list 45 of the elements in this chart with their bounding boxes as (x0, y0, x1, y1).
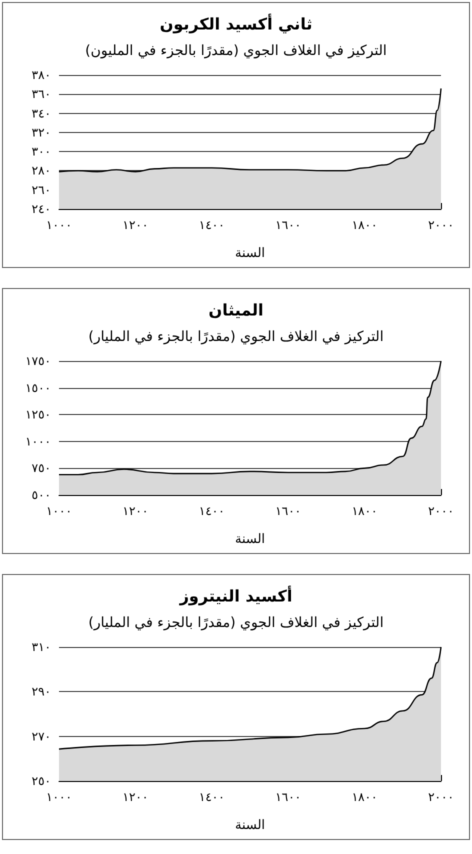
x-tick-label: ١٤٠٠ (198, 218, 225, 232)
x-tick-label: ١٠٠٠ (46, 790, 72, 804)
y-tick-label: ٣٦٠ (32, 87, 51, 102)
x-tick-label: ١٢٠٠ (122, 504, 148, 518)
x-tick-label: ٢٠٠٠ (428, 790, 454, 804)
x-tick-label: ١٤٠٠ (198, 504, 225, 518)
x-tick-label: ١٨٠٠ (352, 790, 378, 804)
y-tick-label: ٢٩٠ (32, 684, 51, 699)
y-tick-label: ٢٦٠ (32, 182, 51, 197)
y-tick-label: ٢٤٠ (32, 202, 51, 216)
x-tick-label: ١٢٠٠ (122, 218, 148, 232)
chart-subtitle: التركيز في الغلاف الجوي (مقدرًا بالجزء في المليار) (88, 329, 384, 345)
x-tick-label: ١٦٠٠ (275, 504, 302, 518)
x-tick-label: ١٨٠٠ (352, 218, 378, 232)
y-tick-label: ١٢٥٠ (25, 408, 51, 422)
y-tick-label: ١٠٠٠ (25, 434, 51, 448)
y-tick-label: ٣٢٠ (32, 125, 51, 140)
x-axis-title: السنة (234, 532, 266, 547)
y-tick-label: ٢٥٠ (32, 774, 51, 788)
x-tick-label: ١٤٠٠ (198, 790, 225, 804)
x-tick-label: ١٢٠٠ (122, 790, 148, 804)
x-tick-label: ٢٠٠٠ (428, 218, 454, 232)
y-tick-label: ٧٥٠ (32, 461, 51, 476)
chart-subtitle: التركيز في الغلاف الجوي (مقدرًا بالجزء في المليون) (85, 43, 387, 59)
x-tick-label: ١٠٠٠ (46, 504, 72, 518)
chart-subtitle: التركيز في الغلاف الجوي (مقدرًا بالجزء في المليار) (88, 615, 384, 631)
y-tick-label: ٣٠٠ (32, 144, 51, 159)
x-tick-label: ١٦٠٠ (275, 790, 302, 804)
chart-title: ثاني أكسيد الكربون (160, 14, 312, 34)
y-tick-label: ٢٧٠ (32, 729, 51, 744)
x-tick-label: ١٠٠٠ (46, 218, 72, 232)
x-tick-label: ٢٠٠٠ (428, 504, 454, 518)
y-tick-label: ١٥٠٠ (25, 380, 51, 395)
y-tick-label: ٣٨٠ (32, 68, 51, 82)
x-axis-title: السنة (234, 246, 266, 261)
y-tick-label: ٢٨٠ (32, 164, 51, 178)
chart-title: أكسيد النيتروز (178, 586, 292, 606)
y-tick-label: ٥٠٠ (32, 488, 51, 502)
x-axis-title: السنة (234, 818, 266, 833)
x-tick-label: ١٨٠٠ (352, 504, 378, 518)
y-tick-label: ٣١٠ (32, 640, 51, 654)
x-tick-label: ١٦٠٠ (275, 218, 302, 232)
y-tick-label: ١٧٥٠ (25, 354, 51, 368)
y-tick-label: ٣٤٠ (32, 106, 51, 120)
chart-title: الميثان (208, 300, 264, 320)
